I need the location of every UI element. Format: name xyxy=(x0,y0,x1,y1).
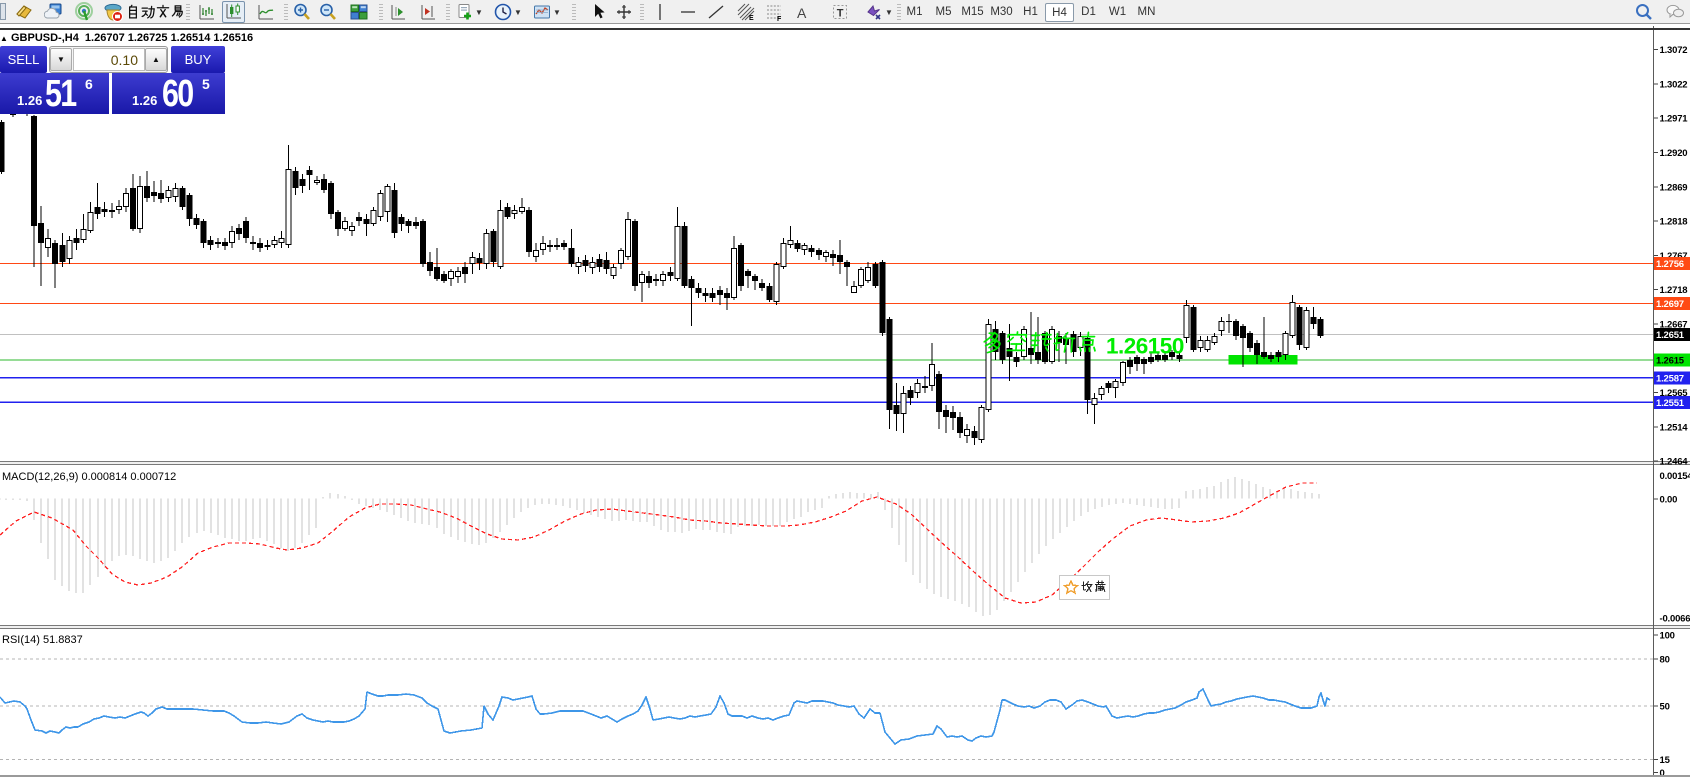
svg-text:0: 0 xyxy=(1660,768,1665,777)
svg-text:1.2565: 1.2565 xyxy=(1660,388,1689,399)
svg-text:1.2767: 1.2767 xyxy=(1660,251,1688,262)
svg-text:E: E xyxy=(749,15,754,22)
svg-text:15: 15 xyxy=(1660,755,1671,766)
svg-text:T: T xyxy=(837,8,844,20)
svg-text:0.00: 0.00 xyxy=(1660,495,1678,506)
svg-text:0.00154: 0.00154 xyxy=(1660,471,1690,482)
svg-text:1.2551: 1.2551 xyxy=(1656,398,1685,409)
svg-text:1.3072: 1.3072 xyxy=(1660,45,1688,56)
svg-text:-0.0066: -0.0066 xyxy=(1660,614,1690,625)
svg-text:1.3022: 1.3022 xyxy=(1660,79,1688,90)
svg-text:1.2818: 1.2818 xyxy=(1660,217,1688,228)
svg-text:1.2971: 1.2971 xyxy=(1660,114,1689,125)
svg-text:1.2667: 1.2667 xyxy=(1660,320,1688,331)
svg-text:1.26150: 1.26150 xyxy=(1106,334,1184,359)
svg-text:80: 80 xyxy=(1660,655,1670,666)
svg-text:1.2697: 1.2697 xyxy=(1656,299,1684,310)
svg-text:1.2615: 1.2615 xyxy=(1656,356,1685,367)
svg-text:1.2514: 1.2514 xyxy=(1660,422,1689,433)
svg-text:1.2718: 1.2718 xyxy=(1660,285,1688,296)
svg-text:1.2587: 1.2587 xyxy=(1656,373,1684,384)
svg-text:1.2869: 1.2869 xyxy=(1660,182,1688,193)
svg-text:F: F xyxy=(777,16,782,22)
svg-text:1.2464: 1.2464 xyxy=(1660,457,1689,468)
svg-text:100: 100 xyxy=(1660,631,1675,642)
svg-text:1.2756: 1.2756 xyxy=(1656,259,1684,270)
svg-text:1.2651: 1.2651 xyxy=(1656,330,1685,341)
svg-text:50: 50 xyxy=(1660,702,1670,713)
svg-text:1.2920: 1.2920 xyxy=(1660,148,1688,159)
